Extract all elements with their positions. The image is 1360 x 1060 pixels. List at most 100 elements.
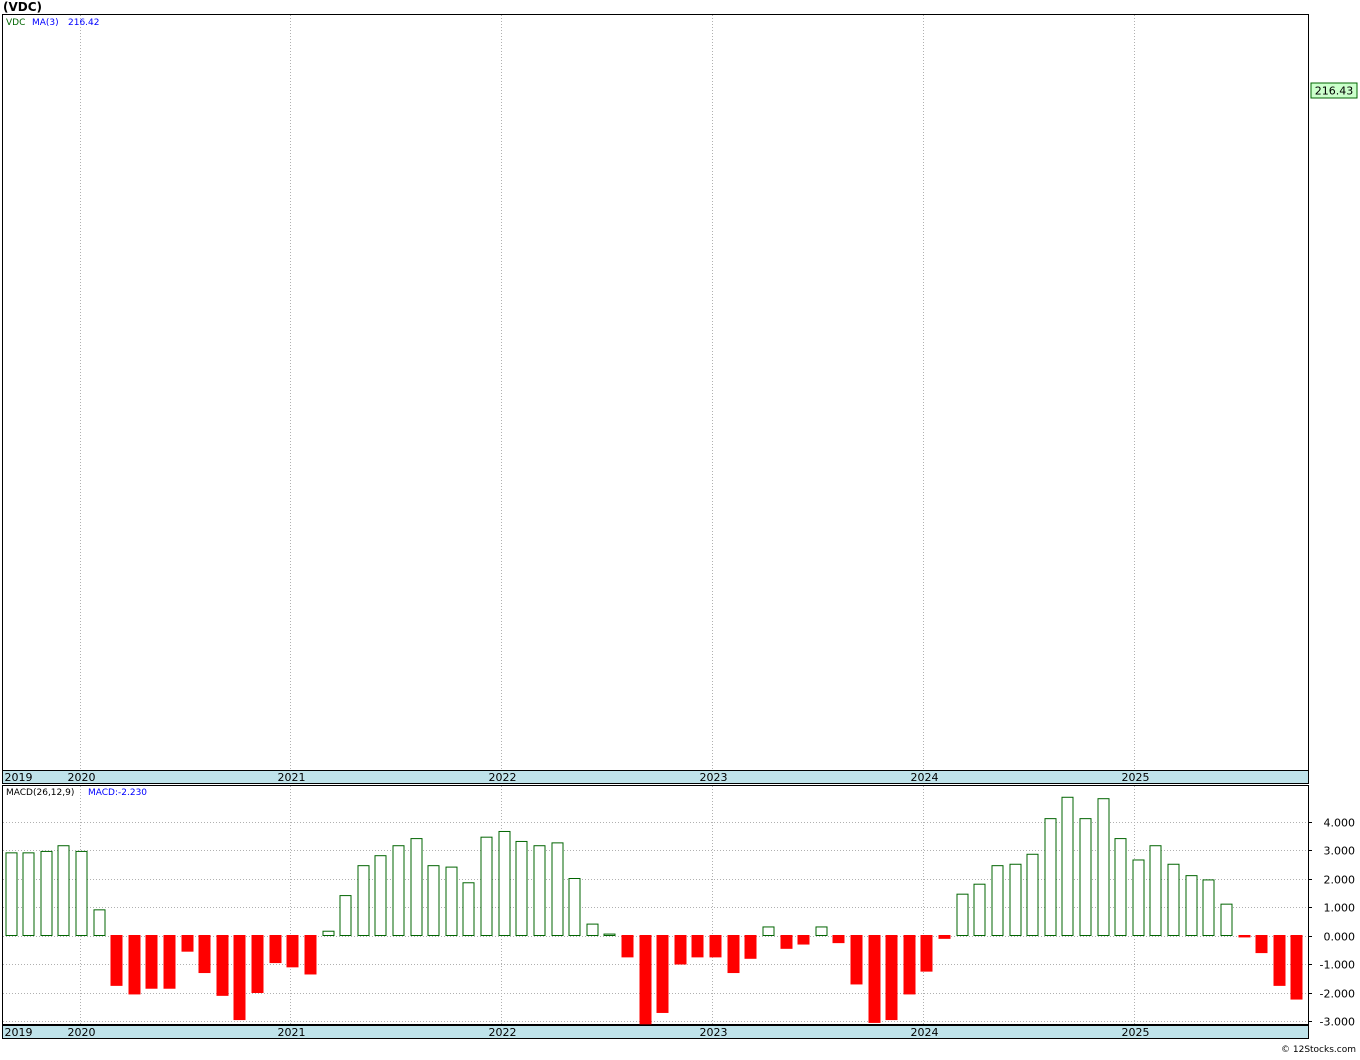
macd-x-tick-label: 2021 — [278, 1026, 306, 1039]
price-x-tick-label: 2021 — [278, 771, 306, 784]
macd-bar-negative — [233, 935, 246, 1021]
macd-bar-negative — [269, 935, 282, 964]
macd-bar-negative — [145, 935, 158, 989]
macd-bar-positive — [1061, 796, 1074, 937]
macd-bar-positive — [815, 926, 828, 937]
macd-bar-positive — [339, 895, 352, 936]
macd-bar-negative — [938, 935, 951, 939]
macd-bar-positive — [1220, 903, 1233, 937]
macd-x-tick-label: 2022 — [489, 1026, 517, 1039]
price-x-tick-label: 2019 — [5, 771, 33, 784]
macd-bar-positive — [322, 930, 335, 936]
macd-bar-positive — [1149, 845, 1162, 936]
macd-y-tick-label: -3.000 — [1320, 1016, 1355, 1029]
macd-y-tick-label: 1.000 — [1324, 902, 1356, 915]
macd-bar-positive — [551, 842, 564, 936]
macd-x-ticks: 2019 2020 2021 2022 2023 2024 2025 — [5, 1026, 1150, 1039]
macd-bar-positive — [5, 852, 18, 936]
macd-bar-positive — [586, 923, 599, 936]
macd-bar-negative — [920, 935, 933, 972]
macd-bar-negative — [163, 935, 176, 989]
macd-bar-negative — [780, 935, 793, 949]
macd-bar-negative — [1290, 935, 1303, 1000]
macd-bar-positive — [515, 840, 528, 937]
macd-bar-negative — [744, 935, 757, 959]
macd-bar-positive — [410, 838, 423, 936]
macd-bar-negative — [128, 935, 141, 995]
macd-bar-positive — [762, 926, 775, 937]
macd-x-tick-label: 2024 — [911, 1026, 939, 1039]
macd-bar-negative — [797, 935, 810, 945]
macd-bar-positive — [1097, 798, 1110, 937]
price-x-axis-band — [2, 770, 1309, 784]
macd-bar-negative — [903, 935, 916, 995]
macd-bar-negative — [1238, 935, 1251, 938]
macd-histogram — [5, 796, 1303, 1025]
legend-ma-label: MA(3) — [32, 18, 59, 28]
macd-bar-positive — [57, 845, 70, 936]
macd-bar-positive — [1079, 818, 1092, 937]
macd-bar-positive — [357, 865, 370, 936]
macd-bar-negative — [885, 935, 898, 1021]
macd-grid — [3, 786, 1308, 1024]
macd-bar-negative — [110, 935, 123, 986]
macd-y-ticks: -3.000 -2.000 -1.000 0.000 1.000 2.000 3.000 4.… — [1308, 817, 1355, 1029]
macd-y-tick-label: 4.000 — [1324, 817, 1356, 830]
macd-bar-negative — [286, 935, 299, 968]
macd-label: MACD(26,12,9) — [6, 788, 74, 798]
macd-bar-positive — [1202, 879, 1215, 936]
macd-y-tick-label: -1.000 — [1320, 959, 1355, 972]
macd-y-tick-label: 3.000 — [1324, 845, 1356, 858]
last-price-text: 216.43 — [1315, 85, 1354, 98]
price-panel-frame — [2, 14, 1309, 771]
macd-bar-positive — [603, 933, 616, 937]
macd-bar-positive — [533, 845, 546, 936]
macd-bar-negative — [181, 935, 194, 952]
macd-bar-positive — [93, 909, 106, 936]
macd-x-tick-label: 2025 — [1122, 1026, 1150, 1039]
macd-bar-positive — [392, 845, 405, 936]
macd-y-tick-label: 0.000 — [1324, 931, 1356, 944]
macd-bar-negative — [691, 935, 704, 958]
macd-bar-positive — [568, 878, 581, 936]
price-x-tick-label: 2025 — [1122, 771, 1150, 784]
price-x-tick-label: 2022 — [489, 771, 517, 784]
legend-symbol: VDC — [6, 18, 25, 28]
macd-bar-negative — [709, 935, 722, 958]
macd-bar-negative — [639, 935, 652, 1025]
macd-bar-positive — [498, 830, 511, 936]
last-price-tag — [1310, 82, 1358, 99]
macd-bar-positive — [1009, 863, 1022, 936]
macd-y-tick-label: 2.000 — [1324, 874, 1356, 887]
macd-bar-positive — [22, 852, 35, 936]
macd-panel-frame — [2, 785, 1309, 1025]
macd-bar-positive — [991, 865, 1004, 936]
macd-bar-negative — [868, 935, 881, 1023]
macd-bar-positive — [973, 883, 986, 937]
macd-bar-negative — [251, 935, 264, 993]
macd-bar-positive — [1044, 818, 1057, 937]
macd-x-tick-label: 2023 — [700, 1026, 728, 1039]
macd-bar-positive — [40, 850, 53, 936]
chart-title: (VDC) — [3, 0, 42, 14]
macd-bar-positive — [1114, 838, 1127, 936]
macd-bar-positive — [1132, 859, 1145, 936]
macd-bar-positive — [480, 836, 493, 936]
macd-bar-negative — [1255, 935, 1268, 954]
macd-bar-negative — [727, 935, 740, 974]
macd-y-tick-label: -2.000 — [1320, 988, 1355, 1001]
macd-bar-positive — [1185, 875, 1198, 937]
macd-bar-negative — [621, 935, 634, 958]
price-x-tick-label: 2020 — [68, 771, 96, 784]
macd-bar-negative — [1273, 935, 1286, 986]
macd-bar-negative — [674, 935, 687, 965]
macd-bar-negative — [198, 935, 211, 974]
price-x-tick-label: 2023 — [700, 771, 728, 784]
macd-x-axis-band — [2, 1025, 1309, 1039]
macd-bar-positive — [956, 893, 969, 936]
copyright-text: © 12Stocks.com — [1281, 1045, 1356, 1055]
macd-bar-positive — [445, 866, 458, 936]
macd-bar-positive — [374, 855, 387, 937]
